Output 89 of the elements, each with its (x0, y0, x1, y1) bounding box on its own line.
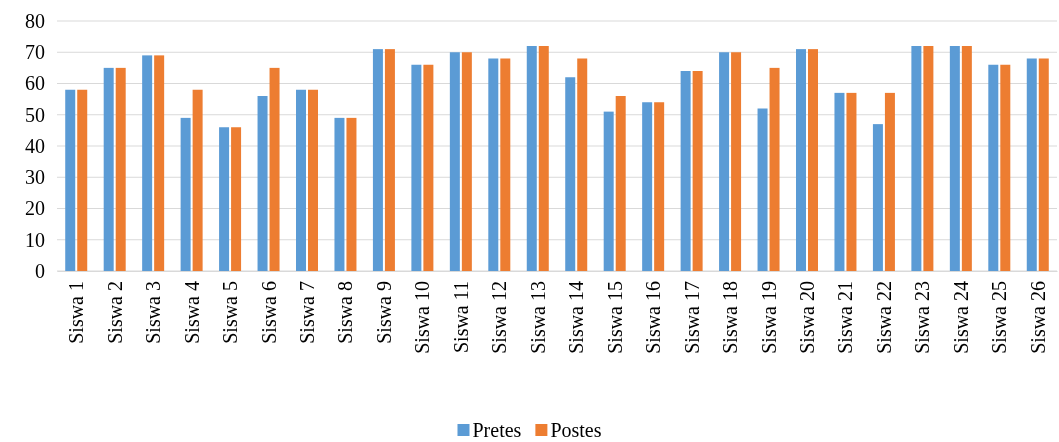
y-tick-label: 30 (25, 166, 45, 189)
x-tick-label: Siswa 16 (642, 281, 665, 354)
bar (692, 71, 703, 271)
x-tick-label: Siswa 10 (411, 281, 434, 354)
x-tick-label: Siswa 8 (334, 281, 357, 344)
bar (488, 58, 499, 271)
bar (642, 102, 653, 271)
bar (538, 46, 549, 271)
bar (1000, 64, 1011, 271)
bar (757, 108, 768, 271)
bar (308, 89, 318, 271)
bar (180, 117, 191, 271)
bar (500, 58, 511, 271)
y-tick-label: 80 (25, 9, 45, 32)
x-tick-label: Siswa 7 (296, 281, 318, 344)
x-tick-label: Siswa 1 (65, 281, 88, 344)
bar (526, 46, 537, 271)
bar (949, 46, 960, 271)
x-tick-label: Siswa 13 (526, 281, 549, 354)
x-tick-label: Siswa 24 (949, 281, 972, 354)
bar (411, 64, 422, 271)
x-tick-label: Siswa 14 (565, 281, 588, 354)
x-tick-label: Siswa 19 (757, 281, 780, 354)
legend-label: Pretes (472, 419, 522, 441)
bar (884, 92, 895, 271)
bar (1038, 58, 1049, 271)
bar (346, 117, 357, 271)
x-tick-label: Siswa 21 (834, 281, 857, 354)
bar (334, 117, 345, 271)
bar (219, 127, 230, 271)
bar (834, 92, 845, 271)
bar (988, 64, 999, 271)
bar (719, 52, 730, 271)
bar (231, 127, 242, 271)
bar (192, 89, 203, 271)
bar (103, 67, 114, 271)
x-tick-label: Siswa 25 (988, 281, 1011, 354)
x-tick-label: Siswa 12 (488, 281, 511, 354)
bar (269, 67, 280, 271)
x-tick-label: Siswa 23 (911, 281, 934, 354)
x-tick-label: Siswa 20 (796, 281, 818, 354)
bar (1026, 58, 1037, 271)
x-tick-label: Siswa 2 (103, 281, 126, 344)
x-tick-label: Siswa 5 (219, 281, 242, 344)
y-tick-label: 50 (25, 103, 45, 126)
bar (372, 49, 383, 271)
bar (77, 89, 88, 271)
x-tick-label: Siswa 4 (180, 281, 203, 344)
bar (384, 49, 395, 271)
x-tick-label: Siswa 15 (603, 281, 626, 354)
bar (603, 111, 614, 271)
bar (796, 49, 806, 271)
bar (680, 71, 691, 271)
y-tick-label: 10 (25, 228, 45, 251)
bar (65, 89, 76, 271)
bar (911, 46, 922, 271)
x-tick-label: Siswa 22 (872, 281, 895, 354)
bar (731, 52, 742, 271)
bar (257, 96, 268, 271)
y-tick-label: 70 (25, 41, 45, 64)
bar (461, 52, 472, 271)
x-tick-label: Siswa 17 (680, 281, 703, 354)
y-tick-label: 40 (25, 134, 45, 157)
bar (565, 77, 576, 271)
bar (846, 92, 857, 271)
x-tick-label: Siswa 18 (719, 281, 742, 354)
bar (154, 55, 165, 271)
bar (961, 46, 972, 271)
bar (615, 96, 626, 271)
bar (872, 124, 883, 271)
x-tick-label: Siswa 6 (257, 281, 280, 344)
x-tick-label: Siswa 26 (1026, 281, 1049, 354)
legend-label: Postes (550, 419, 602, 441)
bar (142, 55, 153, 271)
y-tick-label: 60 (25, 72, 45, 95)
y-tick-label: 20 (25, 197, 45, 220)
bar (423, 64, 434, 271)
x-tick-label: Siswa 9 (372, 281, 395, 344)
bar (115, 67, 126, 271)
bar (923, 46, 934, 271)
bar (769, 67, 780, 271)
bar (808, 49, 818, 271)
bar (577, 58, 588, 271)
bar (654, 102, 665, 271)
bar (296, 89, 306, 271)
bar (449, 52, 460, 271)
x-tick-label: Siswa 11 (449, 281, 472, 354)
x-tick-label: Siswa 3 (142, 281, 165, 344)
y-tick-label: 0 (35, 259, 45, 282)
